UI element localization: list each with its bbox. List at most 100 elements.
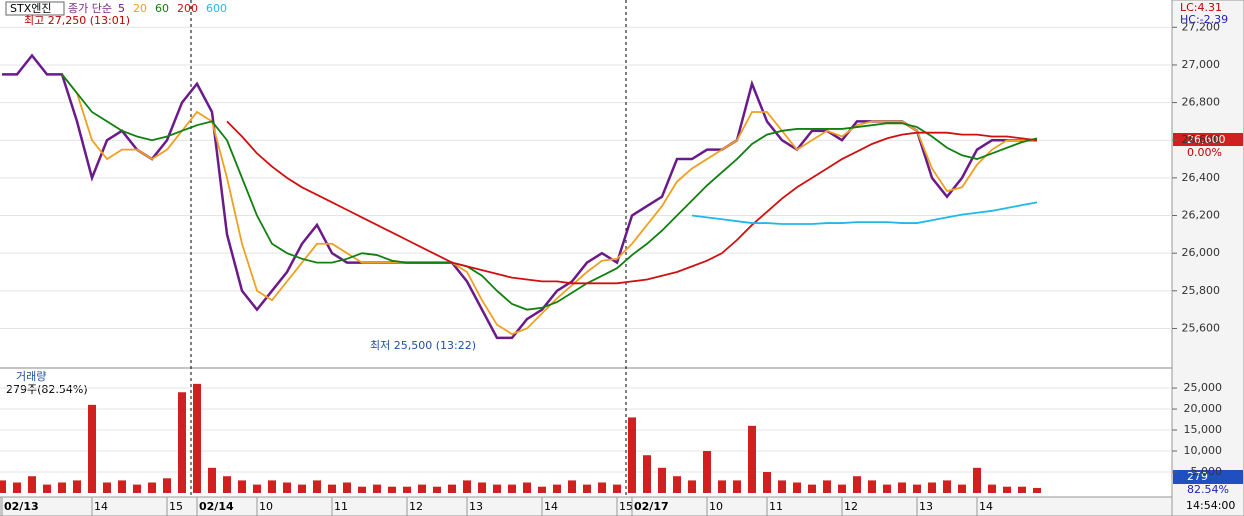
y-tick-label: 26,600 bbox=[1182, 133, 1221, 146]
volume-bar bbox=[733, 480, 741, 493]
volume-bar bbox=[388, 486, 396, 493]
volume-bar bbox=[403, 486, 411, 493]
volume-bar bbox=[193, 383, 201, 493]
volume-bar bbox=[883, 484, 891, 493]
legend-entry: 5 bbox=[118, 2, 125, 15]
volume-bar bbox=[868, 480, 876, 493]
volume-bar bbox=[103, 482, 111, 493]
legend-entry: 600 bbox=[206, 2, 227, 15]
y-tick-label: 27,200 bbox=[1182, 20, 1221, 33]
time-axis-panel bbox=[0, 496, 1173, 516]
last-price: 26,600 bbox=[1187, 133, 1226, 146]
change: 0.00% bbox=[1187, 146, 1222, 159]
y-tick-label: 26,000 bbox=[1182, 246, 1221, 259]
axis-panel bbox=[1171, 0, 1244, 516]
volume-bar bbox=[88, 404, 96, 493]
y-tick-label: 25,600 bbox=[1182, 321, 1221, 334]
volume-bar bbox=[688, 480, 696, 493]
volume-bar bbox=[508, 484, 516, 493]
volume-bar bbox=[493, 484, 501, 493]
volume-summary: 279주(82.54%) bbox=[6, 383, 88, 396]
volume-bar bbox=[583, 484, 591, 493]
y-tick-label: 10,000 bbox=[1184, 444, 1223, 457]
volume-bar bbox=[343, 482, 351, 493]
x-tick-label: 15 bbox=[619, 500, 633, 513]
hc-label: HC:-2.39 bbox=[1180, 13, 1228, 26]
volume-bar bbox=[913, 484, 921, 493]
volume-bar bbox=[298, 484, 306, 493]
x-tick-label: 02/17 bbox=[634, 500, 669, 513]
x-tick-label: 13 bbox=[919, 500, 933, 513]
volume-bar bbox=[13, 482, 21, 493]
volume-bar bbox=[373, 484, 381, 493]
volume-bar bbox=[1033, 487, 1041, 493]
volume-bar bbox=[58, 482, 66, 493]
x-tick-label: 10 bbox=[709, 500, 723, 513]
volume-bar bbox=[718, 480, 726, 493]
x-tick-label: 14 bbox=[544, 500, 558, 513]
volume-bar bbox=[988, 484, 996, 493]
volume-bar bbox=[148, 482, 156, 493]
volume-last-box bbox=[1173, 470, 1243, 484]
x-tick-label: 12 bbox=[844, 500, 858, 513]
volume-bar bbox=[328, 484, 336, 493]
last-price-box bbox=[1173, 133, 1243, 146]
title-box bbox=[5, 1, 65, 16]
y-tick-label: 26,200 bbox=[1182, 209, 1221, 222]
volume-bar bbox=[463, 480, 471, 493]
volume-bar bbox=[433, 486, 441, 493]
y-tick-label: 27,000 bbox=[1182, 58, 1221, 71]
legend-entry: 60 bbox=[155, 2, 169, 15]
volume-bar bbox=[613, 484, 621, 493]
low-note: 최저 25,500 (13:22) bbox=[370, 339, 476, 352]
volume-bar bbox=[598, 482, 606, 493]
volume-bar bbox=[943, 480, 951, 493]
volume-bar bbox=[658, 467, 666, 493]
y-tick-label: 26,800 bbox=[1182, 96, 1221, 109]
x-tick-label: 14 bbox=[94, 500, 108, 513]
volume-bar bbox=[673, 476, 681, 493]
volume-ratio: 82.54% bbox=[1187, 483, 1229, 496]
volume-bar bbox=[853, 476, 861, 493]
volume-bar bbox=[208, 467, 216, 493]
volume-bar bbox=[268, 480, 276, 493]
volume-bar bbox=[643, 455, 651, 493]
y-tick-label: 25,800 bbox=[1182, 284, 1221, 297]
volume-bar bbox=[478, 482, 486, 493]
lc-label: LC:4.31 bbox=[1180, 1, 1222, 14]
high-note: 최고 27,250 (13:01) bbox=[24, 14, 130, 27]
ma-label: 종가 단순 bbox=[68, 2, 112, 15]
volume-bar bbox=[313, 480, 321, 493]
volume-bar bbox=[958, 484, 966, 493]
volume-bar bbox=[223, 476, 231, 493]
x-tick-label: 02/13 bbox=[4, 500, 39, 513]
x-tick-label: 12 bbox=[409, 500, 423, 513]
volume-bar bbox=[1018, 486, 1026, 493]
volume-bar bbox=[823, 480, 831, 493]
volume-bar bbox=[538, 486, 546, 493]
volume-bar bbox=[703, 451, 711, 493]
y-tick-label: 15,000 bbox=[1184, 423, 1223, 436]
x-tick-label: 10 bbox=[259, 500, 273, 513]
legend-entry: 20 bbox=[133, 2, 147, 15]
volume-bar bbox=[118, 480, 126, 493]
volume-bar bbox=[238, 480, 246, 493]
volume-bar bbox=[163, 478, 171, 493]
volume-bar bbox=[418, 484, 426, 493]
x-tick-label: 13 bbox=[469, 500, 483, 513]
volume-bar bbox=[73, 480, 81, 493]
volume-bar bbox=[973, 467, 981, 493]
ma-line bbox=[226, 120, 1038, 285]
chart-title: STX엔진 bbox=[10, 2, 51, 15]
volume-bar bbox=[358, 486, 366, 493]
x-tick-label: 15 bbox=[169, 500, 183, 513]
y-tick-label: 5,000 bbox=[1191, 465, 1223, 478]
volume-bar bbox=[448, 484, 456, 493]
volume-bar bbox=[748, 425, 756, 493]
volume-bar bbox=[568, 480, 576, 493]
volume-bar bbox=[898, 482, 906, 493]
volume-bar bbox=[178, 392, 186, 493]
volume-bar bbox=[523, 482, 531, 493]
